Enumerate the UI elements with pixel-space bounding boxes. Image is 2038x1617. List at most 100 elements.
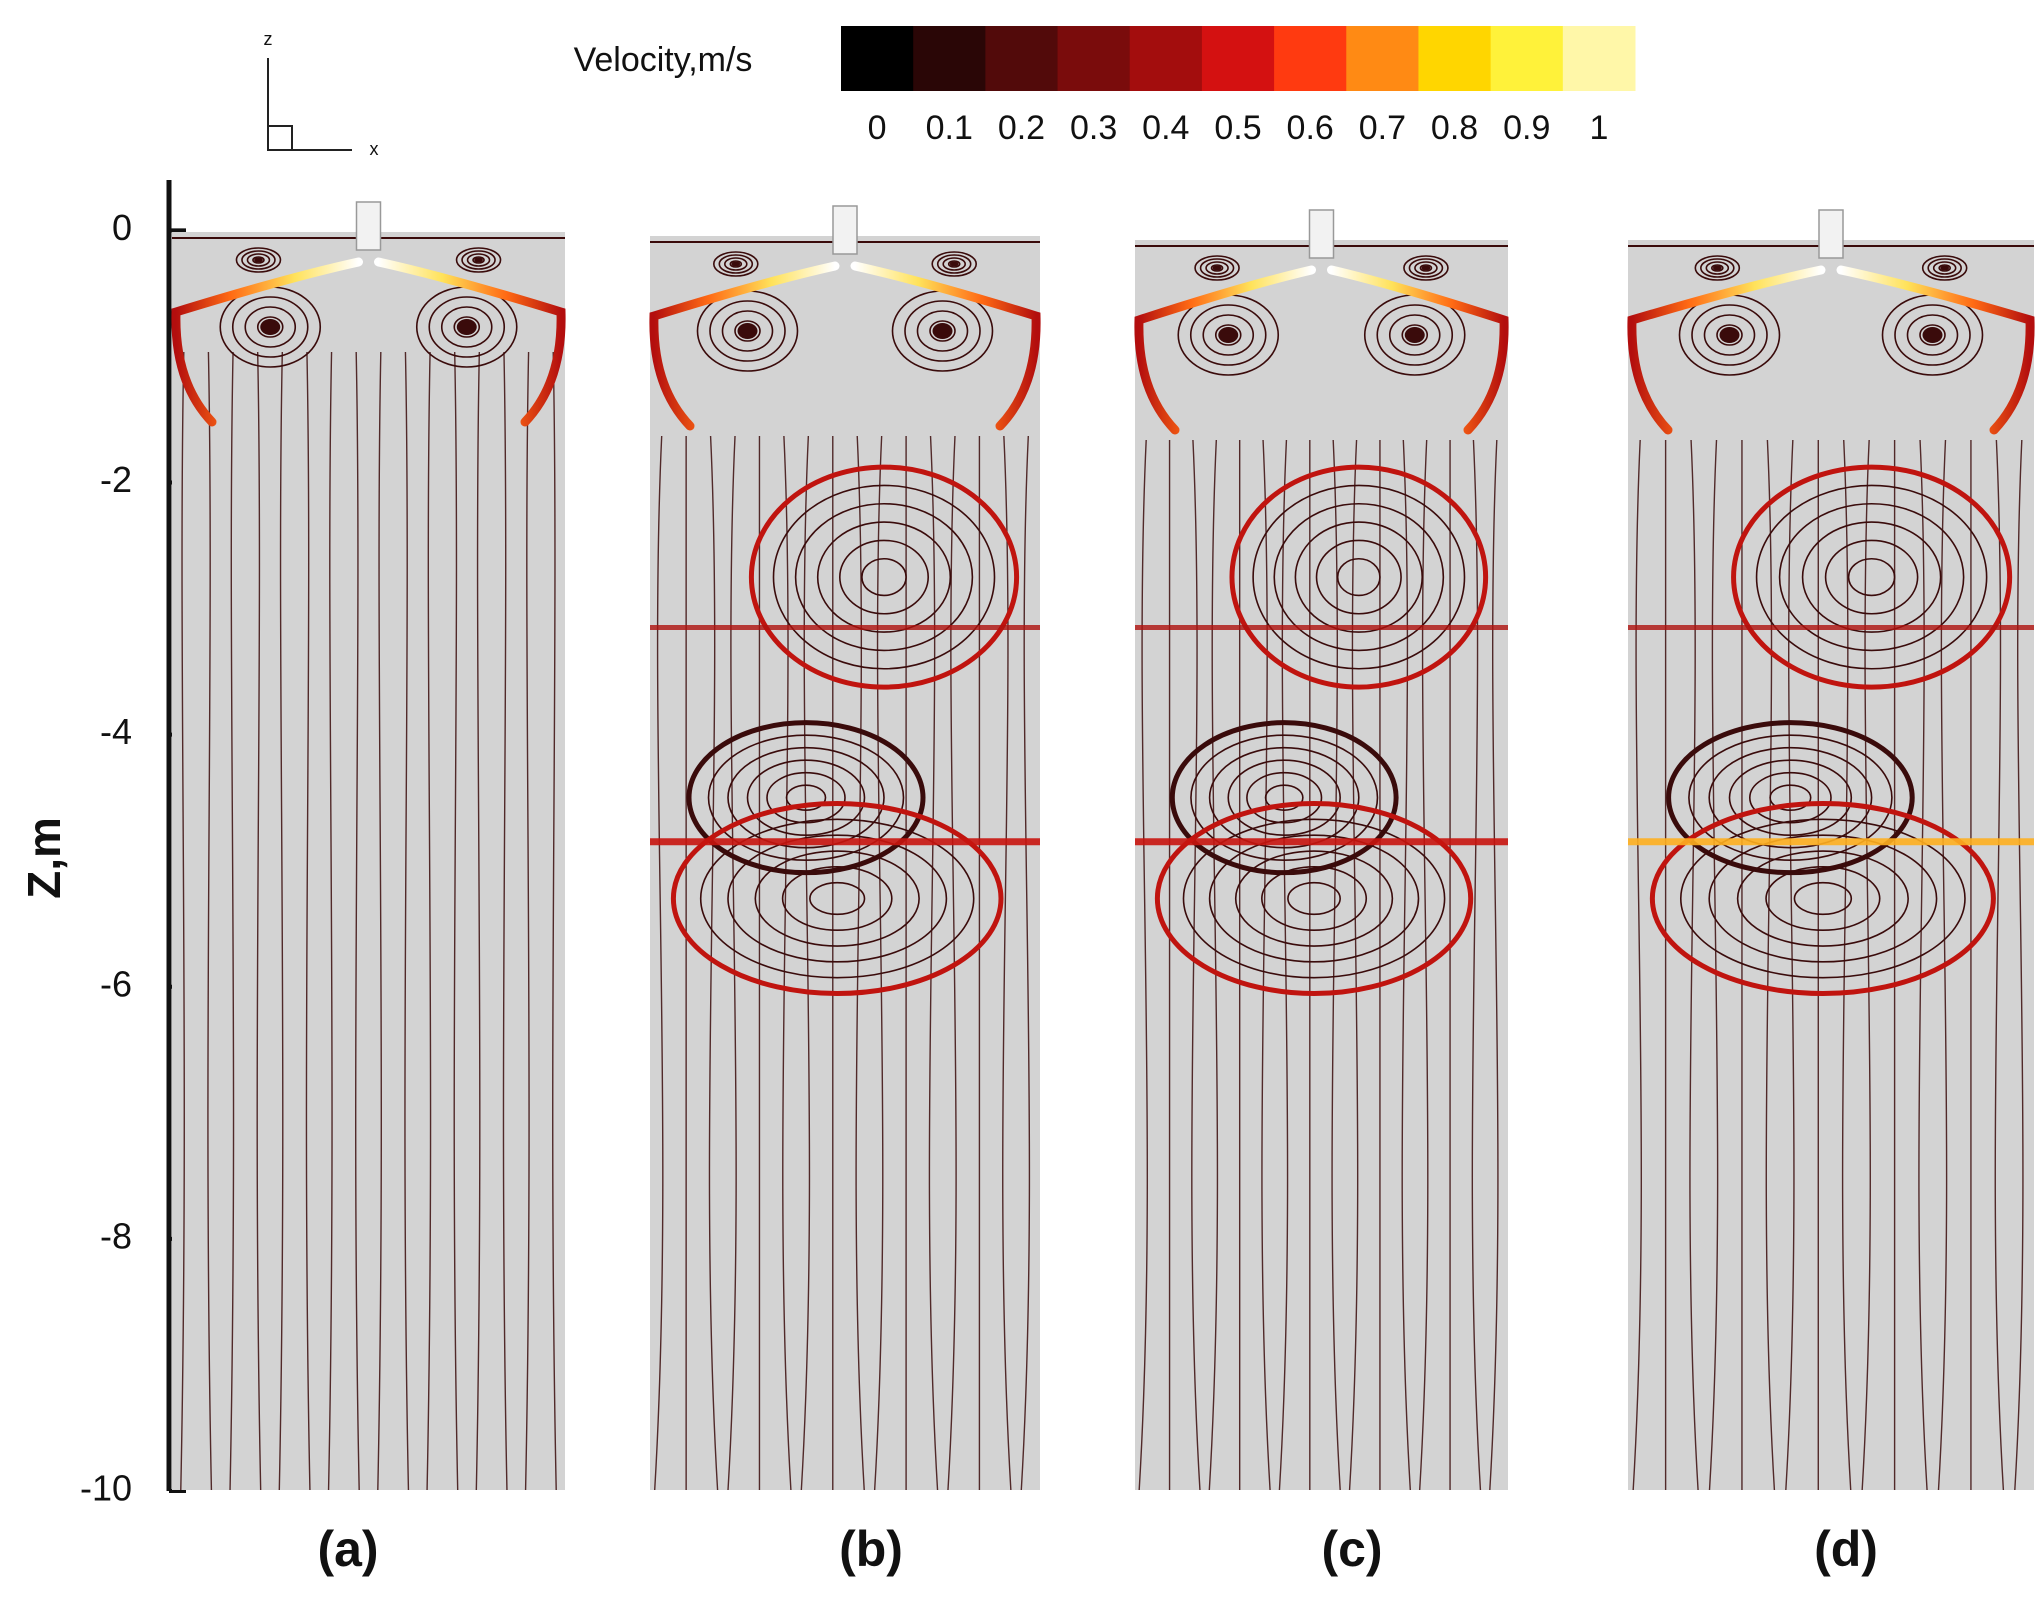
vortex	[712, 251, 759, 277]
colorbar-tick-label: 0.5	[1214, 109, 1261, 147]
vortex-ring	[794, 502, 974, 652]
panel-background	[1628, 240, 2034, 1490]
vortex-ring	[754, 850, 920, 947]
vortex-ring	[809, 881, 866, 916]
nozzle	[1308, 209, 1335, 259]
vortex-ring	[1847, 557, 1896, 597]
vortex-core	[932, 323, 953, 339]
vortex	[1419, 264, 1433, 272]
orientation-glyph	[267, 58, 352, 151]
vortex-ring	[1708, 746, 1873, 849]
vortex-ring	[1801, 521, 1942, 633]
streamline	[654, 435, 664, 1491]
vortex-ring	[1336, 557, 1381, 597]
vortex	[1194, 255, 1240, 281]
panel	[171, 201, 566, 1491]
vortex	[1202, 314, 1255, 356]
vortex-ring	[1679, 818, 1966, 979]
vortex	[1716, 324, 1743, 346]
vortex-core	[1712, 265, 1722, 271]
vortex-ring	[1294, 521, 1424, 633]
vortex	[466, 253, 491, 267]
vortex-ring	[816, 521, 952, 633]
panel-label: (d)	[1814, 1521, 1878, 1577]
vortex-core	[260, 319, 281, 335]
streamline	[502, 351, 508, 1491]
streamline	[1278, 439, 1289, 1491]
jet	[171, 257, 363, 427]
vortex-ring	[1755, 484, 1988, 670]
streamline	[453, 351, 459, 1491]
vortex-ring	[1273, 502, 1445, 652]
vortex-ring	[1264, 784, 1304, 811]
vortex-ring	[727, 746, 885, 849]
colorbar-tick-label: 1	[1589, 109, 1608, 147]
streamline	[1489, 439, 1499, 1491]
streamline	[1861, 439, 1871, 1491]
vortex	[440, 306, 493, 348]
vortex-ring	[1208, 746, 1360, 849]
vortex-ring	[781, 866, 893, 931]
vortex-ring	[1182, 818, 1446, 979]
vortex	[1691, 304, 1768, 366]
vortex-ring	[1769, 784, 1812, 811]
streamline	[1785, 439, 1795, 1491]
vortex-ring	[1749, 771, 1832, 824]
vortex	[1376, 304, 1454, 366]
streamline	[1632, 439, 1643, 1491]
vortex-ring	[1154, 801, 1474, 997]
vortex	[931, 251, 978, 277]
vortex	[721, 310, 774, 352]
vortex	[1932, 261, 1957, 275]
streamline	[426, 351, 432, 1491]
vortex	[1694, 255, 1741, 281]
colorbar-tick-label: 0.9	[1503, 109, 1550, 147]
vortex	[231, 296, 309, 358]
streamline	[1689, 439, 1699, 1491]
vortex	[729, 260, 743, 268]
streamline	[404, 351, 410, 1491]
jet	[1627, 265, 1826, 435]
vortex	[1894, 304, 1971, 366]
vortex	[1388, 314, 1441, 356]
vortex	[1703, 314, 1756, 356]
colorbar-tick-label: 0	[868, 109, 887, 147]
streamline	[1208, 439, 1219, 1491]
colorbar-tick-label: 0.2	[998, 109, 1045, 147]
streamline	[355, 351, 360, 1491]
vortex-core	[1922, 327, 1943, 343]
panel-background	[172, 232, 565, 1490]
vortex-core	[474, 257, 483, 263]
jet	[1327, 265, 1509, 435]
vortex-ring	[1227, 759, 1341, 836]
streamline	[305, 351, 311, 1491]
vortex-ring	[1649, 801, 1996, 997]
y-tick-label: -2	[100, 459, 132, 500]
vortex	[256, 316, 284, 338]
jet	[649, 261, 840, 431]
streamline	[2014, 439, 2024, 1491]
panel-label: (a)	[317, 1521, 378, 1577]
vortex	[1700, 258, 1735, 278]
colorbar-tick-label: 0.7	[1359, 109, 1406, 147]
vortex-ring	[1234, 850, 1394, 947]
vortex	[1705, 261, 1730, 275]
nozzle	[832, 205, 858, 255]
vortex	[1711, 264, 1724, 272]
vortex	[1199, 258, 1235, 278]
vortex	[241, 250, 276, 270]
vortex-ring	[861, 557, 907, 597]
vortex-ring	[699, 818, 975, 979]
vortex	[246, 253, 271, 267]
vortex-ring	[785, 784, 827, 811]
vortex-ring	[727, 834, 948, 963]
y-tick-label: 0	[112, 207, 132, 248]
vortex-core	[1421, 265, 1431, 271]
streamline	[327, 351, 333, 1491]
vortex-ring	[772, 484, 996, 670]
streamline	[855, 435, 865, 1491]
vortex-core	[254, 257, 263, 263]
y-tick-label: -8	[100, 1215, 132, 1256]
panel-background	[1135, 240, 1508, 1490]
